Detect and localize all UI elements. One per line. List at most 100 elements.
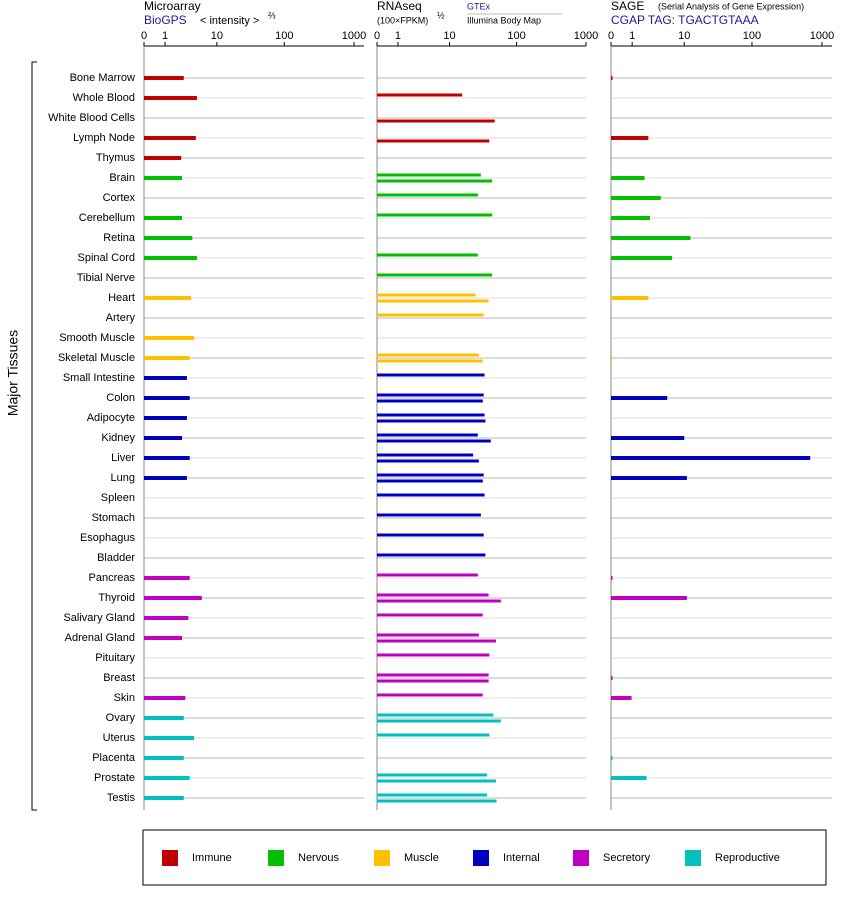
legend-label: Immune bbox=[192, 852, 232, 864]
bar bbox=[377, 713, 494, 717]
x-tick-label: 100 bbox=[507, 30, 525, 42]
panel-title: RNAseq bbox=[377, 0, 422, 13]
bracket bbox=[31, 61, 37, 811]
bar bbox=[144, 136, 196, 140]
bar bbox=[144, 176, 183, 180]
bar bbox=[611, 776, 647, 780]
legend-swatch bbox=[473, 850, 489, 866]
bar bbox=[611, 576, 613, 580]
row-label: Ovary bbox=[106, 712, 136, 724]
bar bbox=[377, 139, 490, 143]
bar bbox=[377, 653, 490, 657]
row-label: Thyroid bbox=[98, 592, 135, 604]
legend-label: Muscle bbox=[404, 852, 439, 864]
row-label: Lung bbox=[111, 472, 135, 484]
bar bbox=[611, 356, 613, 360]
bar bbox=[377, 273, 493, 277]
panel-unit: < intensity > bbox=[200, 15, 259, 27]
bar bbox=[611, 216, 651, 220]
bar bbox=[144, 96, 197, 100]
panel-title: SAGE bbox=[611, 0, 644, 13]
bar bbox=[377, 573, 478, 577]
bar bbox=[377, 433, 478, 437]
bar bbox=[377, 439, 491, 443]
bar bbox=[611, 296, 649, 300]
x-tick-label: 1 bbox=[629, 30, 635, 42]
bar bbox=[611, 676, 613, 680]
bar bbox=[377, 553, 486, 557]
bar bbox=[377, 399, 483, 403]
bar bbox=[377, 679, 489, 683]
bar bbox=[377, 193, 478, 197]
bar bbox=[377, 693, 483, 697]
row-label: Spinal Cord bbox=[78, 252, 135, 264]
x-tick-label: 0 bbox=[374, 30, 380, 42]
row-label: Retina bbox=[103, 232, 136, 244]
row-label: Breast bbox=[103, 672, 135, 684]
bar bbox=[144, 596, 202, 600]
bar bbox=[377, 213, 493, 217]
bar bbox=[611, 696, 632, 700]
bar bbox=[377, 359, 483, 363]
bar bbox=[144, 256, 197, 260]
bar bbox=[377, 533, 484, 537]
bar bbox=[144, 436, 183, 440]
row-label: Salivary Gland bbox=[63, 612, 135, 624]
bar bbox=[377, 93, 463, 97]
x-tick-label: 0 bbox=[608, 30, 614, 42]
row-label: Whole Blood bbox=[73, 92, 135, 104]
row-label: Pancreas bbox=[89, 572, 136, 584]
panel-title: Microarray bbox=[144, 0, 201, 13]
legend-label: Internal bbox=[503, 852, 540, 864]
row-label: Cerebellum bbox=[79, 212, 135, 224]
row-label: Liver bbox=[111, 452, 135, 464]
row-label: Heart bbox=[108, 292, 135, 304]
bar bbox=[377, 613, 483, 617]
bar bbox=[377, 599, 501, 603]
x-tick-label: 1000 bbox=[810, 30, 834, 42]
row-label: Smooth Muscle bbox=[59, 332, 135, 344]
bar bbox=[144, 156, 182, 160]
bar bbox=[144, 236, 193, 240]
row-label: Tibial Nerve bbox=[77, 272, 135, 284]
bar bbox=[377, 493, 485, 497]
bar bbox=[377, 779, 496, 783]
row-label: Pituitary bbox=[95, 652, 135, 664]
bar bbox=[377, 799, 497, 803]
row-label: Lymph Node bbox=[73, 132, 135, 144]
bar bbox=[144, 696, 186, 700]
series-name: Illumina Body Map bbox=[467, 15, 541, 25]
bar bbox=[144, 716, 184, 720]
bar bbox=[377, 593, 489, 597]
x-tick-label: 1 bbox=[395, 30, 401, 42]
x-tick-label: 1 bbox=[162, 30, 168, 42]
row-label: White Blood Cells bbox=[48, 112, 135, 124]
x-tick-label: 100 bbox=[743, 30, 761, 42]
bar bbox=[144, 396, 190, 400]
bar bbox=[144, 416, 187, 420]
x-tick-label: 10 bbox=[678, 30, 690, 42]
bar bbox=[377, 639, 496, 643]
row-label: Prostate bbox=[94, 772, 135, 784]
bar bbox=[611, 76, 613, 80]
bar bbox=[611, 136, 649, 140]
bar bbox=[377, 459, 479, 463]
bar bbox=[144, 756, 184, 760]
bar bbox=[377, 719, 501, 723]
series-name: GTEx bbox=[467, 1, 491, 11]
bar bbox=[611, 596, 687, 600]
row-label: Kidney bbox=[101, 432, 135, 444]
row-label: Esophagus bbox=[80, 532, 136, 544]
legend-label: Secretory bbox=[603, 852, 651, 864]
row-label: Artery bbox=[106, 312, 136, 324]
legend-box bbox=[142, 829, 827, 886]
bar bbox=[377, 513, 481, 517]
row-label: Cortex bbox=[103, 192, 136, 204]
row-label: Testis bbox=[107, 792, 136, 804]
panel-unit: (100×FPKM) bbox=[377, 15, 428, 25]
bar bbox=[377, 473, 484, 477]
row-label: Placenta bbox=[92, 752, 136, 764]
x-tick-label: 1000 bbox=[574, 30, 598, 42]
legend-swatch bbox=[162, 850, 178, 866]
